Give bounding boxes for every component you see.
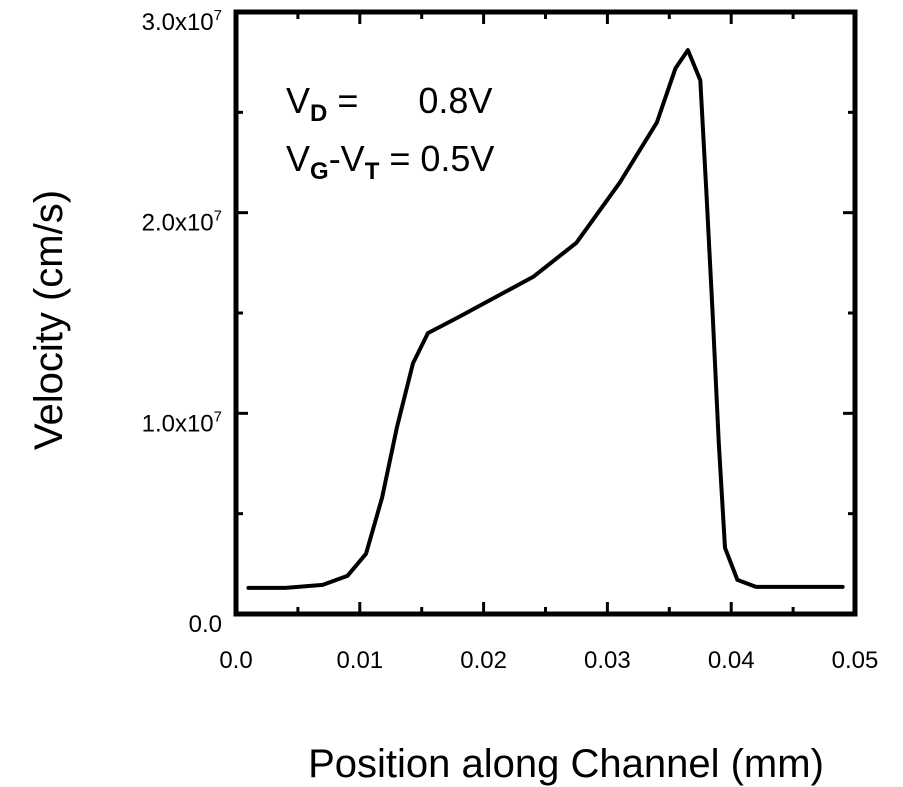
annotation-gate-overdrive: VG-VT = 0.5V: [286, 138, 494, 185]
y-tick-label: 2.0x107: [142, 208, 222, 237]
x-tick-label: 0.01: [336, 647, 383, 674]
y-tick-label: 3.0x107: [142, 7, 222, 36]
x-tick-label: 0.04: [708, 647, 755, 674]
y-tick-label: 1.0x107: [142, 408, 222, 437]
y-tick-labels: 0.0 1.0x107 2.0x107 3.0x107: [142, 7, 222, 638]
x-tick-label: 0.03: [584, 647, 631, 674]
annotation-drain-voltage: VD = 0.8V: [286, 80, 492, 127]
x-tick-labels: 0.0 0.01 0.02 0.03 0.04 0.05: [219, 647, 878, 674]
plot-frame: [233, 9, 858, 617]
x-axis-title: Position along Channel (mm): [308, 742, 824, 786]
x-tick-label: 0.02: [460, 647, 507, 674]
y-tick-label: 0.0: [189, 611, 222, 638]
y-axis-title: Velocity (cm/s): [27, 190, 71, 450]
x-tick-label: 0.05: [832, 647, 879, 674]
x-tick-label: 0.0: [219, 647, 252, 674]
velocity-series-line: [246, 48, 845, 590]
